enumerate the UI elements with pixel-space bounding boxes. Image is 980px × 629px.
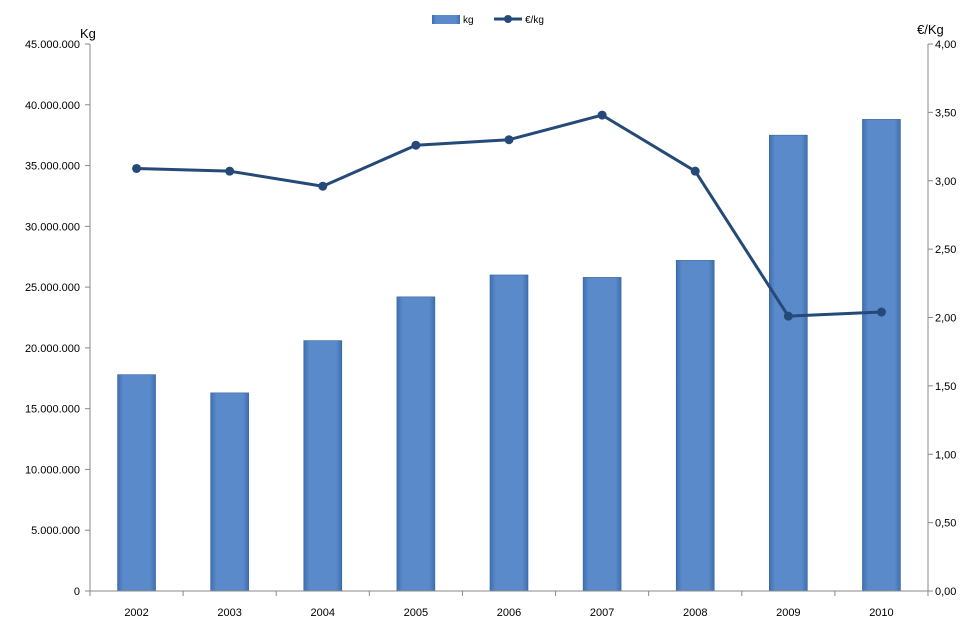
price-point-2009 — [783, 311, 793, 321]
bar-2004 — [303, 340, 343, 592]
price-point-2004 — [318, 181, 328, 191]
bar-2003 — [210, 392, 249, 592]
price-point-2006 — [504, 135, 514, 145]
legend-kg-swatch — [432, 15, 460, 24]
bar-2006 — [489, 274, 529, 592]
y-axis-ticks: 0 5.000.000 10.000.000 15.000.000 20.000.000… — [25, 39, 90, 598]
x-tick-label: 2007 — [590, 607, 614, 619]
bar-2010 — [862, 119, 901, 592]
y-tick-label: 35.000.000 — [25, 161, 80, 173]
legend: kg €/kg — [432, 15, 544, 26]
y2-tick-label: 3,50 — [935, 107, 956, 119]
y2-axis-ticks: 0,00 0,50 1,00 1,50 2,00 2,50 3,00 3,50 4,00 — [928, 39, 956, 598]
legend-price-label: €/kg — [525, 15, 544, 26]
y2-tick-label: 3,00 — [935, 176, 956, 188]
x-tick-label: 2005 — [404, 607, 428, 619]
bar-2005 — [396, 296, 436, 592]
bar-2007 — [582, 277, 622, 592]
price-point-2005 — [411, 140, 421, 150]
y2-tick-label: 2,50 — [935, 244, 956, 256]
x-tick-label: 2004 — [311, 607, 335, 619]
price-point-2003 — [225, 166, 235, 176]
bar-2009 — [769, 134, 808, 592]
y-tick-label: 0 — [74, 586, 80, 598]
x-tick-label: 2006 — [497, 607, 521, 619]
y-tick-label: 20.000.000 — [25, 343, 80, 355]
x-tick-label: 2008 — [683, 607, 707, 619]
y2-axis-title: €/Kg — [917, 22, 944, 37]
price-point-2010 — [876, 307, 886, 317]
y2-tick-label: 1,00 — [935, 449, 956, 461]
y2-tick-label: 4,00 — [935, 39, 956, 51]
y-axis-title: Kg — [80, 26, 96, 41]
y2-tick-label: 1,50 — [935, 381, 956, 393]
price-point-2008 — [690, 166, 700, 176]
x-axis-labels: 2002 2003 2004 2005 2006 2007 2008 2009 2010 — [89, 591, 929, 619]
x-tick-label: 2002 — [124, 607, 148, 619]
y-tick-label: 40.000.000 — [25, 100, 80, 112]
y2-tick-label: 0,00 — [935, 586, 956, 598]
y-tick-label: 30.000.000 — [25, 221, 80, 233]
y-tick-label: 10.000.000 — [25, 464, 80, 476]
price-point-2007 — [597, 110, 607, 120]
y-tick-label: 25.000.000 — [25, 282, 80, 294]
y2-tick-label: 0,50 — [935, 518, 956, 530]
legend-price-marker — [504, 15, 512, 23]
line-series-price — [132, 110, 886, 321]
y-tick-label: 15.000.000 — [25, 404, 80, 416]
legend-kg-label: kg — [463, 15, 474, 26]
x-tick-label: 2010 — [869, 607, 893, 619]
bar-series-kg — [117, 119, 901, 592]
bar-2008 — [675, 260, 715, 592]
x-tick-label: 2003 — [217, 607, 241, 619]
bar-2002 — [117, 374, 156, 592]
y-tick-label: 45.000.000 — [25, 39, 80, 51]
price-point-2002 — [132, 163, 142, 173]
y-tick-label: 5.000.000 — [31, 525, 80, 537]
x-tick-label: 2009 — [776, 607, 800, 619]
y2-tick-label: 2,00 — [935, 313, 956, 325]
